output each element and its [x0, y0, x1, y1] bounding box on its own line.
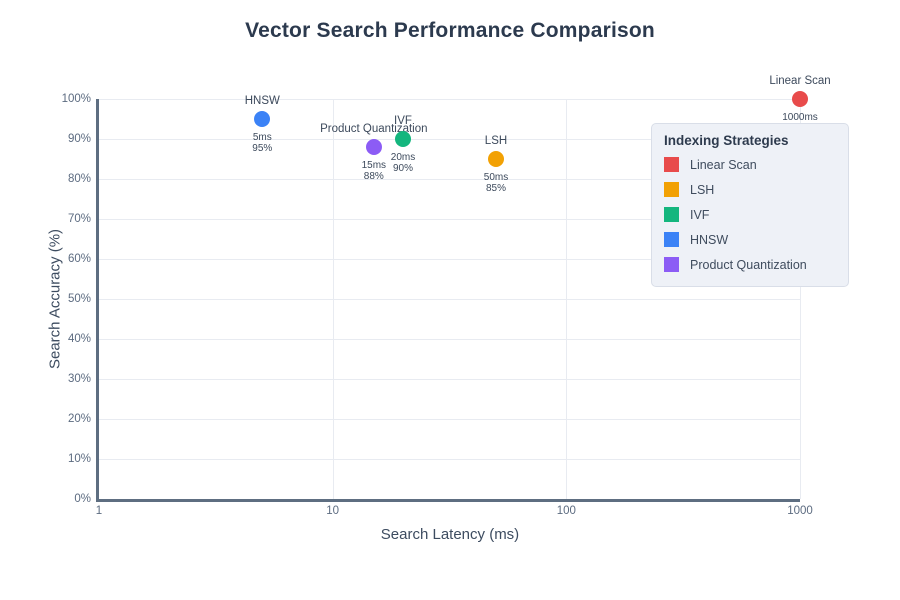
- point-value-label-lsh: 50ms 85%: [483, 172, 509, 194]
- legend-swatch-product-quantization: [664, 257, 679, 272]
- gridline-y-70: [99, 219, 800, 220]
- point-name-label-product-quantization: Product Quantization: [320, 123, 428, 135]
- y-tick-label-40: 40%: [67, 333, 91, 345]
- legend-swatch-lsh: [664, 182, 679, 197]
- data-point-product-quantization[interactable]: [365, 139, 382, 155]
- gridline-y-80: [99, 179, 800, 180]
- gridline-y-100: [99, 99, 800, 100]
- x-axis-title: Search Latency (ms): [380, 526, 520, 543]
- x-tick-label-10: 10: [326, 505, 340, 517]
- point-value-label-hnsw: 5ms 95%: [252, 132, 273, 154]
- gridline-y-60: [99, 259, 800, 260]
- legend-title: Indexing Strategies: [664, 133, 789, 148]
- legend-swatch-hnsw: [664, 232, 679, 247]
- y-tick-label-10: 10%: [67, 453, 91, 465]
- legend-item-lsh[interactable]: LSH: [664, 177, 836, 202]
- point-value-label-product-quantization: 15ms 88%: [361, 160, 387, 182]
- legend-item-label: Linear Scan: [690, 157, 757, 172]
- legend-item-linear-scan[interactable]: Linear Scan: [664, 152, 836, 177]
- gridline-y-40: [99, 339, 800, 340]
- point-name-label-linear-scan: Linear Scan: [769, 75, 831, 87]
- gridline-x-100: [566, 99, 568, 499]
- y-tick-label-20: 20%: [67, 413, 91, 425]
- x-tick-label-100: 100: [556, 505, 576, 517]
- legend-item-product-quantization[interactable]: Product Quantization: [664, 252, 836, 277]
- gridline-y-30: [99, 379, 800, 380]
- y-tick-label-50: 50%: [67, 293, 91, 305]
- legend-swatch-ivf: [664, 207, 679, 222]
- data-point-ivf[interactable]: [395, 131, 411, 147]
- legend-item-label: HNSW: [690, 232, 729, 247]
- y-tick-label-80: 80%: [67, 173, 91, 185]
- legend-item-ivf[interactable]: IVF: [664, 202, 836, 227]
- data-point-lsh[interactable]: [487, 151, 504, 167]
- gridline-x-1000: [800, 99, 801, 499]
- gridline-x-10: [332, 99, 334, 499]
- point-value-label-ivf: 20ms 90%: [390, 152, 416, 174]
- y-tick-label-60: 60%: [67, 253, 91, 265]
- x-tick-label-1000: 1000: [787, 505, 813, 517]
- y-tick-label-100: 100%: [61, 93, 91, 105]
- legend-item-label: Product Quantization: [690, 257, 807, 272]
- y-tick-label-30: 30%: [67, 373, 91, 385]
- y-tick-label-90: 90%: [67, 133, 91, 145]
- x-axis-spine: [96, 499, 800, 502]
- gridline-y-10: [99, 459, 800, 460]
- legend-item-label: IVF: [690, 207, 710, 222]
- data-point-hnsw[interactable]: [254, 111, 271, 127]
- legend-swatch-linear-scan: [664, 157, 679, 172]
- point-name-label-ivf: IVF: [394, 115, 412, 127]
- point-name-label-lsh: LSH: [484, 135, 508, 147]
- y-axis-spine: [96, 99, 99, 502]
- data-point-linear-scan[interactable]: [792, 91, 808, 107]
- point-name-label-hnsw: HNSW: [244, 95, 280, 107]
- gridline-y-50: [99, 299, 800, 300]
- legend-items: Linear Scan LSH IVF HNSW Product Quantizatio…: [664, 152, 836, 277]
- y-tick-label-0: 0%: [74, 493, 91, 505]
- y-tick-label-70: 70%: [67, 213, 91, 225]
- x-tick-label-1: 1: [95, 505, 103, 517]
- legend-item-hnsw[interactable]: HNSW: [664, 227, 836, 252]
- gridline-y-20: [99, 419, 800, 420]
- gridline-y-90: [99, 139, 800, 140]
- chart-title: Vector Search Performance Comparison: [245, 19, 655, 42]
- legend-item-label: LSH: [690, 182, 715, 197]
- legend: Indexing Strategies Linear Scan LSH IVF HNS…: [651, 123, 849, 287]
